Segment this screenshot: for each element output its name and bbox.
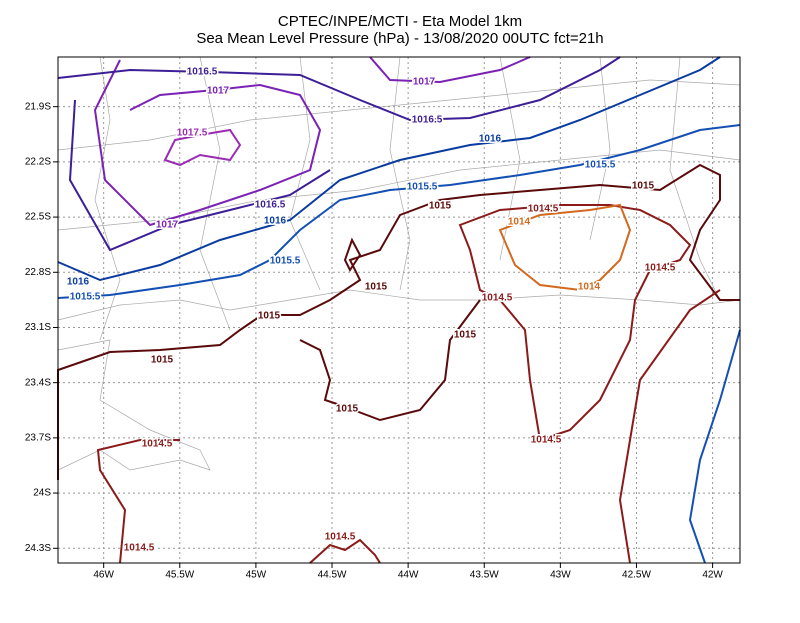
contour-label: 1014.5 [528, 204, 559, 215]
contour-label: 1016.5 [255, 200, 286, 211]
y-tick-label: 23.7S [25, 433, 51, 444]
contour-label: 1017.5 [177, 128, 208, 139]
contour-label: 1014 [508, 217, 531, 228]
contour-label: 1015.5 [70, 292, 101, 303]
contour [93, 56, 531, 227]
contour-label: 1016 [479, 134, 502, 145]
y-tick-label: 21.9S [25, 101, 51, 112]
contour-label: 1014.5 [325, 532, 356, 543]
subtitle: Sea Mean Level Pressure (hPa) - 13/08/20… [196, 30, 603, 47]
y-tick-label: 24S [33, 488, 51, 499]
borders [57, 56, 741, 471]
contour-label: 1014 [578, 282, 601, 293]
y-tick-label: 23.1S [25, 322, 51, 333]
contour-label: 1016 [264, 216, 287, 227]
contour-label: 1014.5 [124, 543, 155, 554]
contour-label: 1015 [258, 311, 281, 322]
x-tick-label: 45W [246, 570, 267, 581]
contour-label: 1014.5 [142, 439, 173, 450]
contour-label: 1016 [67, 277, 90, 288]
y-tick-label: 23.4S [25, 377, 51, 388]
contour-labels: 1016.5 1017 1017 1016.5 1016 1017.5 1015… [65, 65, 677, 555]
contour-label: 1017 [156, 220, 179, 231]
title: CPTEC/INPE/MCTI - Eta Model 1km [278, 13, 522, 30]
contour [57, 163, 740, 480]
contour [96, 204, 721, 564]
contour [498, 203, 632, 292]
contour-label: 1015.5 [270, 256, 301, 267]
contour [163, 128, 242, 167]
contour-label: 1014.5 [482, 293, 513, 304]
y-tick-label: 22.2S [25, 157, 51, 168]
x-tick-label: 46W [93, 570, 114, 581]
contour-label: 1015.5 [407, 182, 438, 193]
contour-label: 1015 [632, 181, 655, 192]
contour-label: 1015 [429, 201, 452, 212]
x-tick-label: 44W [398, 570, 419, 581]
x-tick-label: 43W [550, 570, 571, 581]
x-tick-label: 44.5W [318, 570, 347, 581]
contour-label: 1016.5 [187, 67, 218, 78]
contour-label: 1017 [413, 77, 436, 88]
x-tick-label: 45.5W [165, 570, 194, 581]
contour-label: 1014.5 [645, 263, 676, 274]
y-tick-label: 22.8S [25, 267, 51, 278]
contour-label: 1015 [365, 282, 388, 293]
contour [57, 124, 741, 564]
x-tick-label: 42W [702, 570, 723, 581]
contour-label: 1016.5 [412, 115, 443, 126]
contour [57, 56, 621, 252]
contour-label: 1015.5 [585, 160, 616, 171]
y-tick-label: 24.3S [25, 543, 51, 554]
x-tick-label: 43.5W [470, 570, 499, 581]
frame [57, 56, 741, 564]
contours [57, 56, 741, 564]
contour-label: 1015 [336, 404, 359, 415]
contour-label: 1017 [207, 86, 230, 97]
contour-label: 1015 [151, 355, 174, 366]
contour-label: 1015 [454, 330, 477, 341]
y-tick-label: 22.5S [25, 212, 51, 223]
contour-label: 1014.5 [531, 435, 562, 446]
contour [57, 56, 721, 282]
x-tick-label: 42.5W [622, 570, 651, 581]
